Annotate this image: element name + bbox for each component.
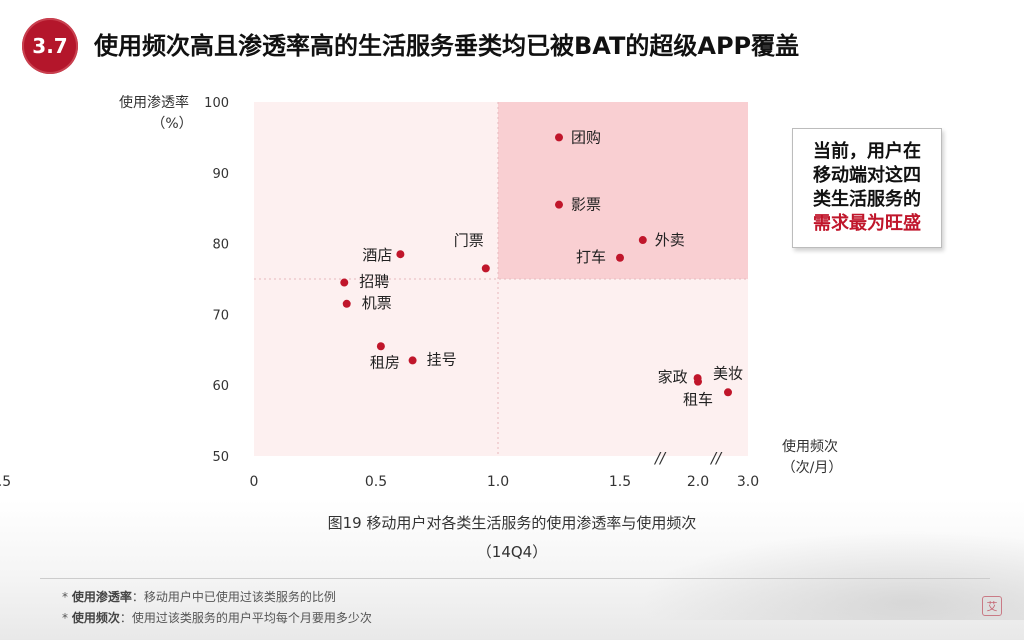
highlight-quadrant <box>498 102 748 279</box>
data-point <box>340 278 349 287</box>
background-mountain <box>640 530 1024 620</box>
footnote-text: ：使用过该类服务的用户平均每个月要用多少次 <box>119 611 372 625</box>
point-label: 外卖 <box>655 231 685 249</box>
data-point <box>408 356 417 365</box>
point-label: 门票 <box>454 231 484 249</box>
point-label: 租房 <box>370 353 400 371</box>
scatter-chart: 100 90 80 70 60 50 0 0.5 1.0 1.5 2.0 3.0 3.5 // // 团购… <box>0 94 843 490</box>
data-point <box>396 250 405 259</box>
callout-line-2: 移动端对这四 <box>813 165 921 186</box>
point-label: 美妆 <box>713 364 743 382</box>
point-label: 打车 <box>576 248 606 266</box>
x-axis-unit: （次/月） <box>782 460 843 476</box>
x-tick-label: 0 <box>250 474 259 490</box>
x-axis-title: 使用频次 <box>782 438 838 455</box>
axis-break-mark: // <box>653 449 667 467</box>
x-tick-label: 3.0 <box>737 474 759 490</box>
section-badge: 3.7 <box>22 18 78 74</box>
data-point <box>342 299 351 308</box>
data-point <box>694 377 702 386</box>
data-point <box>638 236 647 245</box>
point-label: 家政 <box>658 368 688 386</box>
data-point <box>555 133 563 142</box>
y-tick-label: 80 <box>212 238 229 253</box>
background-mist <box>0 500 1024 640</box>
x-tick-label: 0.5 <box>365 474 387 490</box>
footnote-text: ：移动用户中已使用过该类服务的比例 <box>131 590 336 604</box>
y-tick-label: 50 <box>212 450 229 465</box>
insight-callout: 当前，用户在 移动端对这四 类生活服务的 需求最为旺盛 <box>792 128 942 248</box>
logo-seal: 艾 <box>982 596 1002 616</box>
figure-caption-period: （14Q4） <box>476 543 548 561</box>
footnote-penetration: * 使用渗透率：移动用户中已使用过该类服务的比例 <box>62 590 336 604</box>
data-point <box>616 253 624 262</box>
x-tick-label: 2.0 <box>687 474 709 490</box>
y-tick-label: 100 <box>204 96 229 111</box>
point-label: 招聘 <box>359 273 389 291</box>
x-tick-label: 1.0 <box>487 474 509 490</box>
y-tick-label: 60 <box>212 379 229 394</box>
callout-line-1: 当前，用户在 <box>813 141 921 162</box>
point-label: 挂号 <box>427 350 457 368</box>
x-tick-label: 3.5 <box>0 474 11 490</box>
x-tick-label: 1.5 <box>609 474 631 490</box>
point-label: 影票 <box>571 196 601 214</box>
footnote-frequency: * 使用频次：使用过该类服务的用户平均每个月要用多少次 <box>62 611 372 625</box>
callout-line-4: 需求最为旺盛 <box>813 213 921 234</box>
point-label: 酒店 <box>362 246 392 264</box>
y-axis-unit: （%） <box>151 116 192 132</box>
data-point <box>555 200 563 209</box>
y-tick-label: 70 <box>212 308 229 323</box>
point-label: 租车 <box>683 391 713 409</box>
figure-caption: 图19 移动用户对各类生活服务的使用渗透率与使用频次 <box>327 514 697 532</box>
y-tick-label: 90 <box>212 167 229 182</box>
footnote-term: 使用频次 <box>71 611 120 625</box>
footer-divider <box>40 578 990 579</box>
callout-line-3: 类生活服务的 <box>813 189 921 210</box>
data-point <box>376 342 385 351</box>
data-point <box>481 264 490 273</box>
point-label: 团购 <box>571 128 601 146</box>
footnote-term: 使用渗透率 <box>71 590 132 604</box>
y-axis-title: 使用渗透率 <box>119 94 189 111</box>
page-title: 使用频次高且渗透率高的生活服务垂类均已被BAT的超级APP覆盖 <box>94 32 800 60</box>
point-label: 机票 <box>362 294 392 312</box>
axis-break-mark: // <box>709 449 723 467</box>
section-number: 3.7 <box>32 34 68 58</box>
data-point <box>724 388 732 397</box>
